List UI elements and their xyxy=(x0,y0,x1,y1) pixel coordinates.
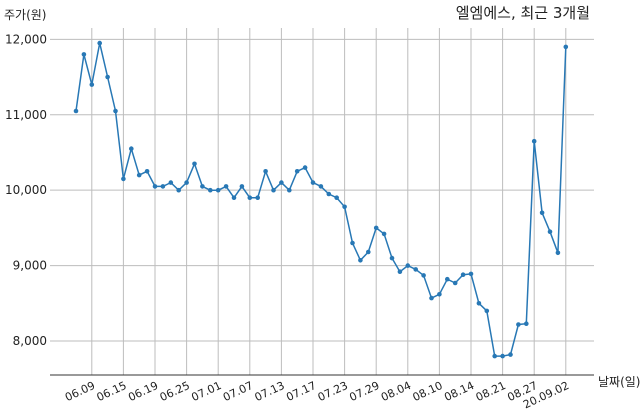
data-point xyxy=(152,184,158,189)
data-point xyxy=(279,180,284,185)
data-point xyxy=(381,231,387,237)
x-tick-labels: 06.0906.1506.1906.2507.0107.0707.1307.17… xyxy=(63,379,571,411)
data-point xyxy=(200,184,205,189)
data-point xyxy=(168,180,174,185)
data-point xyxy=(397,269,403,275)
data-point xyxy=(310,180,316,185)
x-tick-label: 07.23 xyxy=(316,379,350,404)
x-tick-label: 07.13 xyxy=(253,379,287,404)
x-tick-label: 06.09 xyxy=(63,379,97,404)
data-point xyxy=(105,74,110,80)
data-point xyxy=(81,52,87,57)
data-point xyxy=(484,308,490,314)
y-axis-label: 주가(원) xyxy=(4,8,46,22)
x-tick-label: 06.15 xyxy=(95,379,129,404)
data-point xyxy=(176,187,181,193)
data-point xyxy=(405,263,411,268)
data-point xyxy=(539,210,545,216)
y-tick-label: 11,000 xyxy=(5,108,47,122)
data-point xyxy=(184,180,189,185)
x-tick-label: 06.25 xyxy=(158,379,192,404)
x-tick-label: 08.10 xyxy=(411,379,445,404)
y-tick-label: 10,000 xyxy=(5,183,47,197)
data-point xyxy=(136,172,142,178)
x-tick-label: 08.21 xyxy=(474,379,508,404)
data-point xyxy=(129,146,134,151)
x-tick-label: 07.17 xyxy=(284,379,318,404)
data-point xyxy=(373,225,379,231)
data-point xyxy=(468,271,474,277)
data-point xyxy=(429,295,434,301)
data-point xyxy=(413,267,419,272)
data-point xyxy=(318,184,324,189)
x-tick-label: 07.29 xyxy=(347,379,381,404)
data-point xyxy=(294,169,300,174)
data-point xyxy=(121,176,126,182)
x-tick-label: 07.01 xyxy=(189,379,223,404)
data-point xyxy=(160,184,166,189)
data-point xyxy=(452,280,458,286)
price-series-line xyxy=(75,42,567,357)
grid-lines xyxy=(50,28,594,375)
data-point xyxy=(508,352,513,357)
data-point xyxy=(358,258,363,263)
data-point xyxy=(89,82,95,87)
data-point xyxy=(334,195,340,200)
data-point xyxy=(524,321,529,327)
data-point xyxy=(389,255,395,261)
y-tick-labels: 8,000 9,000 10,000 11,000 12,000 xyxy=(5,32,47,348)
x-tick-label: 08.04 xyxy=(379,379,413,404)
data-point xyxy=(547,229,553,234)
data-point xyxy=(192,161,197,167)
data-point xyxy=(555,250,561,256)
data-point xyxy=(445,276,450,282)
data-point xyxy=(492,353,498,359)
x-tick-label: 07.07 xyxy=(221,379,255,404)
data-point xyxy=(287,187,292,193)
data-point xyxy=(263,169,268,174)
y-tick-label: 8,000 xyxy=(13,334,47,348)
data-point xyxy=(208,187,213,193)
data-point xyxy=(231,195,237,200)
data-point xyxy=(247,195,253,200)
data-point xyxy=(239,184,245,189)
data-point xyxy=(255,195,260,200)
data-point xyxy=(366,249,371,255)
y-tick-label: 12,000 xyxy=(5,32,47,46)
chart-title: 엘엠에스, 최근 3개월 xyxy=(456,4,590,22)
data-point xyxy=(516,322,521,327)
data-point xyxy=(421,273,426,278)
x-tick-label: 08.14 xyxy=(442,379,476,404)
data-point xyxy=(113,108,118,114)
data-point xyxy=(460,272,466,278)
data-point xyxy=(73,108,79,114)
data-point xyxy=(531,138,537,144)
data-point xyxy=(350,240,355,246)
price-series-points xyxy=(73,40,569,359)
x-tick-label: 06.19 xyxy=(126,379,160,404)
data-point xyxy=(563,44,569,50)
data-point xyxy=(215,187,221,193)
data-point xyxy=(302,165,308,170)
y-tick-label: 9,000 xyxy=(13,259,47,273)
data-point xyxy=(500,353,505,359)
data-point xyxy=(342,204,347,210)
data-point xyxy=(476,301,482,306)
data-point xyxy=(97,40,102,46)
data-point xyxy=(437,292,442,297)
data-point xyxy=(223,184,229,189)
x-axis-label: 날짜(일) xyxy=(598,375,640,389)
data-point xyxy=(144,169,150,174)
data-point xyxy=(326,191,332,197)
data-point xyxy=(271,187,276,193)
